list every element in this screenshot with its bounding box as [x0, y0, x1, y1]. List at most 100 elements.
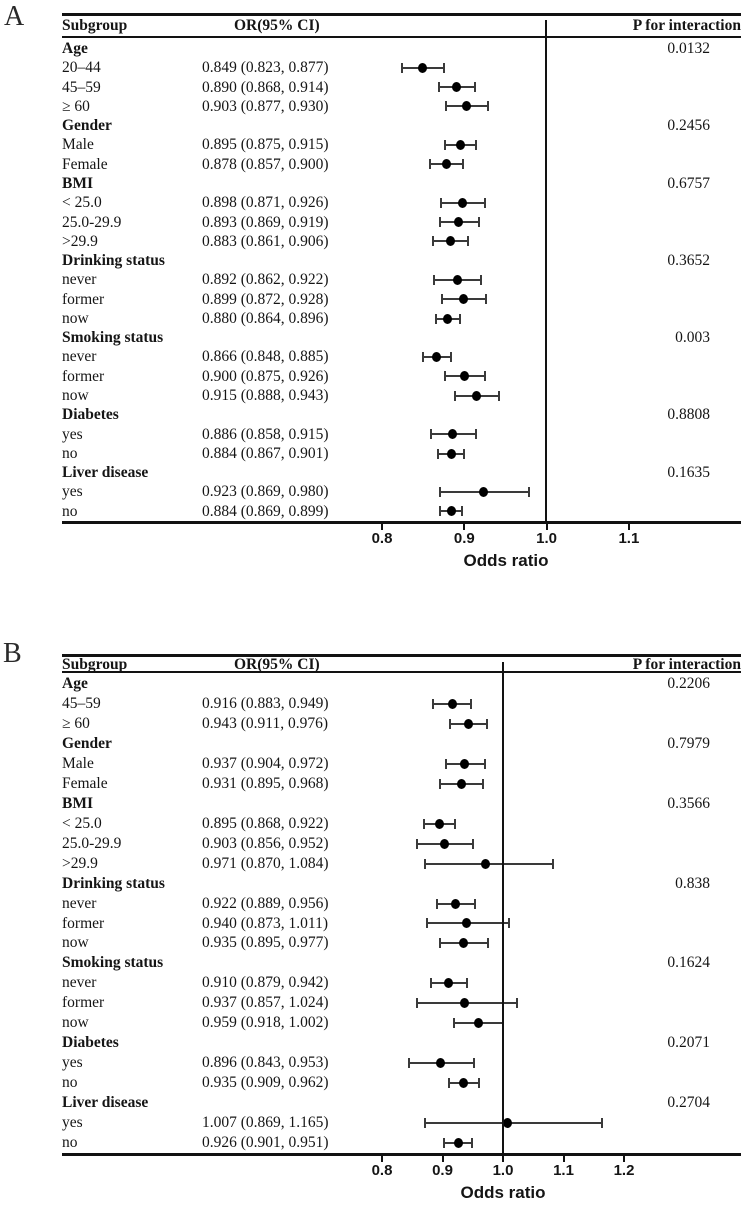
- or-marker: [458, 197, 468, 208]
- subgroup-row: Female 0.931 (0.895, 0.968): [62, 774, 741, 794]
- or-ci-text: 0.883 (0.861, 0.906): [202, 232, 329, 250]
- subgroup-label: BMI: [62, 174, 93, 192]
- subgroup-label: BMI: [62, 794, 93, 812]
- header-rule: [62, 671, 741, 673]
- ci-cap-left: [423, 1118, 426, 1129]
- or-marker: [441, 159, 451, 170]
- subgroup-row: ≥ 60 0.903 (0.877, 0.930): [62, 97, 741, 116]
- reference-line-or-1: [502, 662, 504, 1153]
- ci-bar: [423, 1113, 603, 1133]
- ci-cap-left: [408, 1058, 410, 1069]
- or-ci-text: 0.910 (0.879, 0.942): [202, 974, 329, 992]
- ci-cap-left: [429, 429, 432, 440]
- ci-cap-left: [415, 838, 418, 849]
- ci-line: [423, 1122, 603, 1125]
- subgroup-label: never: [62, 894, 97, 912]
- or-marker: [462, 918, 472, 929]
- ci-cap-right: [465, 978, 468, 989]
- ci-cap-right: [462, 159, 465, 170]
- ci-cap-right: [507, 918, 510, 929]
- ci-cap-left: [423, 818, 426, 829]
- ci-cap-right: [481, 778, 484, 789]
- subgroup-row: ≥ 60 0.943 (0.911, 0.976): [62, 714, 741, 734]
- subgroup-row: yes 1.007 (0.869, 1.165): [62, 1113, 741, 1133]
- ci-cap-right: [484, 758, 487, 769]
- p-value: 0.2206: [667, 675, 710, 692]
- ci-cap-left: [428, 159, 431, 170]
- or-marker: [451, 898, 461, 909]
- ci-cap-right: [461, 506, 464, 517]
- ci-cap-right: [477, 217, 480, 228]
- axis-rule: [62, 521, 741, 524]
- category-row: BMI 0.6757: [62, 174, 741, 193]
- ci-bar: [453, 1013, 505, 1033]
- ci-cap-left: [435, 898, 438, 909]
- subgroup-label: former: [62, 994, 105, 1012]
- ci-cap-left: [443, 1138, 446, 1149]
- ci-bar: [429, 425, 477, 444]
- ci-cap-left: [454, 390, 457, 401]
- subgroup-label: Gender: [62, 117, 112, 135]
- subgroup-label: Diabetes: [62, 406, 119, 424]
- panel-a-label: A: [4, 1, 25, 32]
- category-row: Liver disease 0.1635: [62, 463, 741, 482]
- or-ci-text: 0.866 (0.848, 0.885): [202, 348, 329, 366]
- ci-bar: [449, 714, 489, 734]
- column-header-subgroup: Subgroup: [62, 656, 128, 673]
- ci-cap-left: [449, 718, 452, 729]
- subgroup-row: >29.9 0.883 (0.861, 0.906): [62, 232, 741, 251]
- subgroup-label: Smoking status: [62, 954, 164, 972]
- ci-cap-right: [497, 390, 500, 401]
- subgroup-label: Age: [62, 675, 88, 692]
- ci-cap-left: [429, 978, 432, 989]
- or-marker: [447, 698, 457, 709]
- subgroup-row: 25.0-29.9 0.893 (0.869, 0.919): [62, 213, 741, 232]
- subgroup-label: yes: [62, 425, 83, 443]
- ci-cap-right: [480, 274, 483, 285]
- ci-cap-left: [445, 101, 448, 112]
- ci-cap-left: [438, 506, 441, 517]
- or-ci-text: 0.937 (0.857, 1.024): [202, 994, 329, 1012]
- ci-cap-right: [478, 1078, 480, 1089]
- p-value: 0.838: [675, 874, 710, 892]
- ci-bar: [408, 1053, 475, 1073]
- subgroup-label: no: [62, 444, 78, 462]
- category-row: Gender 0.2456: [62, 116, 741, 135]
- ci-cap-right: [449, 352, 452, 363]
- column-header-p-interaction: P for interaction: [632, 17, 741, 34]
- ci-cap-left: [416, 998, 419, 1009]
- ci-cap-left: [439, 778, 442, 789]
- or-ci-text: 0.898 (0.871, 0.926): [202, 194, 329, 212]
- subgroup-row: former 0.937 (0.857, 1.024): [62, 993, 741, 1013]
- or-marker: [446, 448, 456, 459]
- column-header-subgroup: Subgroup: [62, 17, 128, 34]
- or-marker: [445, 236, 455, 247]
- ci-bar: [441, 290, 488, 309]
- axis-tick-label: 1.2: [613, 1162, 635, 1179]
- x-axis-title: Odds ratio: [463, 551, 549, 570]
- axis-tick-label: 0.8: [371, 1162, 393, 1179]
- ci-bar: [416, 993, 518, 1013]
- ci-cap-right: [473, 82, 476, 93]
- subgroup-row: now 0.935 (0.895, 0.977): [62, 933, 741, 953]
- or-ci-text: 0.884 (0.867, 0.901): [202, 444, 329, 462]
- or-ci-text: 0.959 (0.918, 1.002): [202, 1014, 329, 1032]
- ci-cap-right: [515, 998, 518, 1009]
- ci-bar: [439, 774, 484, 794]
- ci-cap-right: [472, 1058, 475, 1069]
- ci-cap-left: [439, 938, 442, 949]
- subgroup-row: Male 0.937 (0.904, 0.972): [62, 754, 741, 774]
- column-header-or-ci: OR(95% CI): [234, 17, 320, 34]
- or-marker: [435, 1058, 445, 1069]
- ci-cap-right: [443, 62, 446, 73]
- or-ci-text: 0.935 (0.909, 0.962): [202, 1074, 329, 1092]
- or-ci-text: 0.880 (0.864, 0.896): [202, 309, 329, 327]
- ci-cap-left: [433, 274, 436, 285]
- subgroup-label: former: [62, 914, 105, 932]
- category-row: Smoking status 0.003: [62, 328, 741, 347]
- or-ci-text: 0.900 (0.875, 0.926): [202, 367, 329, 385]
- ci-bar: [435, 894, 477, 914]
- ci-bar: [445, 97, 489, 116]
- ci-cap-right: [600, 1118, 603, 1129]
- subgroup-row: never 0.910 (0.879, 0.942): [62, 973, 741, 993]
